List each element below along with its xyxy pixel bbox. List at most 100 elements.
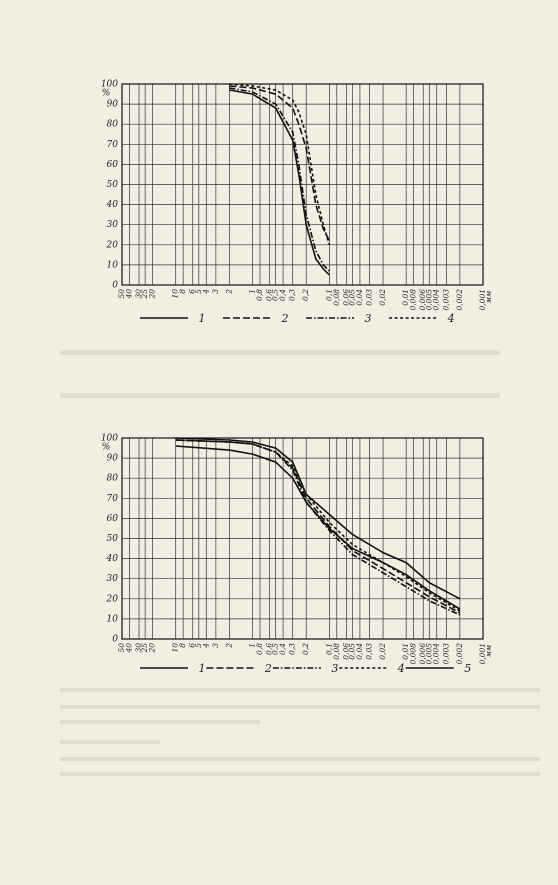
x-tick-label: 0,8	[255, 289, 264, 301]
x-tick-label: 0,004	[432, 289, 441, 311]
x-tick-label: 8	[178, 289, 187, 294]
legend-label: 2	[281, 312, 289, 325]
x-tick-label: 1	[248, 289, 257, 294]
x-tick-label: 0,008	[409, 289, 418, 311]
x-tick-label: 0,04	[355, 289, 364, 306]
illegible-text	[60, 350, 540, 776]
y-tick-label: 80	[107, 474, 119, 484]
x-tick-label: 0,008	[409, 643, 418, 665]
data-line	[175, 437, 461, 600]
x-tick-label: 0,004	[432, 643, 441, 665]
x-tick-label: 0,05	[347, 643, 356, 660]
y-tick-label: 0	[112, 635, 118, 645]
x-tick-label: 5	[194, 643, 203, 648]
y-tick-label: 60	[107, 160, 119, 170]
x-tick-label: 0,1	[324, 643, 333, 655]
x-tick-label: 0,08	[332, 643, 341, 660]
x-tick-label: 0,8	[255, 643, 264, 655]
x-tick-label: 0,001	[478, 643, 487, 664]
x-tick-label: 0,03	[365, 289, 374, 306]
x-tick-label: 20	[148, 643, 157, 654]
x-tick-label: 10	[171, 289, 180, 299]
x-tick-label: 0,1	[324, 289, 333, 301]
legend-label: 1	[199, 662, 206, 675]
x-tick-label: 0,6	[265, 643, 274, 655]
x-tick-label: 0,002	[455, 643, 464, 665]
x-tick-label: 0,005	[424, 289, 433, 311]
x-tick-label: 50	[117, 643, 126, 653]
y-tick-label: 100	[101, 80, 118, 90]
y-tick-label: 30	[107, 220, 119, 230]
legend-label: 4	[447, 312, 455, 325]
y-tick-label: 20	[106, 594, 119, 604]
x-tick-label: 0,003	[441, 643, 450, 665]
x-tick-label: 0,006	[418, 289, 427, 311]
x-tick-label: 0,06	[341, 643, 350, 660]
x-tick-label: 0,3	[288, 289, 297, 301]
x-tick-label: 20	[148, 289, 157, 300]
y-unit: %	[102, 443, 111, 453]
legend-label: 3	[365, 312, 372, 325]
x-tick-label: 3	[211, 289, 220, 294]
x-tick-label: 0,5	[271, 289, 280, 301]
x-tick-label: 0,002	[455, 289, 464, 311]
x-tick-label: 10	[171, 643, 180, 653]
x-tick-label: 0,006	[418, 643, 427, 665]
x-tick-label: 0,01	[401, 643, 410, 660]
y-tick-label: 90	[107, 454, 119, 464]
x-tick-label: 0,2	[301, 289, 310, 301]
y-tick-label: 90	[107, 100, 119, 110]
y-tick-label: 0	[112, 281, 118, 291]
plot-frame	[121, 437, 484, 640]
x-tick-label: 4	[201, 289, 210, 295]
x-tick-label: 25	[140, 289, 149, 300]
x-tick-label: 1	[248, 643, 257, 648]
x-tick-label: 0,04	[355, 643, 364, 660]
y-tick-label: 80	[107, 120, 119, 130]
y-unit: %	[102, 89, 111, 99]
y-tick-label: 50	[107, 534, 119, 544]
x-tick-label: 0,003	[441, 289, 450, 311]
y-tick-label: 40	[106, 200, 119, 210]
data-line	[175, 439, 461, 614]
x-tick-label: 2	[224, 289, 233, 295]
x-tick-label: 0,06	[341, 289, 350, 306]
x-tick-label: 30	[134, 643, 143, 653]
y-tick-label: 20	[106, 240, 119, 250]
y-tick-label: 60	[107, 514, 119, 524]
data-line	[229, 85, 331, 242]
x-tick-label: 0,03	[365, 643, 374, 660]
x-tick-label: 25	[140, 643, 149, 654]
x-tick-label: 30	[134, 289, 143, 299]
x-unit: мм	[484, 291, 493, 303]
x-tick-label: 0,4	[278, 643, 287, 655]
x-tick-label: 5	[194, 289, 203, 294]
y-tick-label: 100	[101, 434, 118, 444]
x-tick-label: 4	[201, 643, 210, 649]
x-tick-label: 0,3	[288, 643, 297, 655]
x-tick-label: 0,5	[271, 643, 280, 655]
x-tick-label: 0,005	[424, 643, 433, 665]
legend-label: 4	[397, 662, 405, 675]
x-tick-label: 0,6	[265, 289, 274, 301]
x-tick-label: 0,01	[401, 289, 410, 306]
legend-label: 2	[264, 662, 272, 675]
x-tick-label: 0,02	[378, 643, 387, 660]
x-tick-label: 50	[117, 289, 126, 299]
data-line	[229, 83, 331, 246]
y-tick-label: 70	[107, 140, 119, 150]
data-line	[175, 439, 461, 612]
x-tick-label: 0,2	[301, 643, 310, 655]
data-line	[229, 89, 330, 276]
x-tick-label: 2	[224, 643, 233, 649]
x-tick-label: 40	[124, 643, 133, 654]
plot-frame	[121, 83, 484, 286]
y-tick-label: 70	[107, 494, 119, 504]
y-tick-label: 40	[106, 554, 119, 564]
x-tick-label: 0,4	[278, 289, 287, 301]
x-tick-label: 0,02	[378, 289, 387, 306]
legend-label: 1	[199, 312, 206, 325]
y-tick-label: 50	[107, 180, 119, 190]
